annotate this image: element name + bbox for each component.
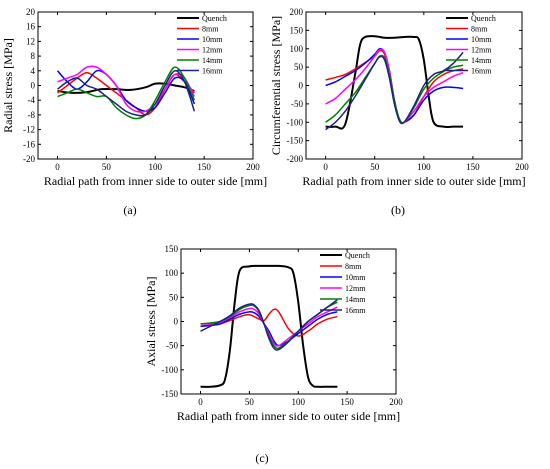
series-line-12mm [57, 65, 196, 113]
y-tick-label: 16 [26, 22, 36, 32]
x-tick-label: 150 [197, 162, 211, 172]
series-line-14mm [57, 66, 196, 120]
legend-label: 16mm [471, 67, 492, 76]
legend-label: 10mm [471, 35, 492, 44]
legend-label: 8mm [345, 262, 362, 271]
legend-label: 10mm [345, 273, 366, 282]
panel-label-b: (b) [391, 203, 405, 217]
series-line-8mm [200, 308, 338, 337]
chart-radial-stress: 0 50 100 150 200 -20 -16 -12 -8 -4 0 4 8 12 16 20 Radial… [1, 7, 267, 188]
x-tick-label: 200 [515, 162, 529, 172]
y-tick-label: 150 [165, 244, 179, 254]
legend-label: 16mm [202, 67, 223, 76]
legend-label: 14mm [345, 295, 366, 304]
x-tick-label: 0 [55, 162, 60, 172]
x-tick-label: 100 [292, 397, 306, 407]
x-tick-label: 100 [417, 162, 431, 172]
y-tick-label: 0 [174, 317, 179, 327]
y-tick-label: -150 [162, 389, 179, 399]
x-tick-label: 0 [323, 162, 328, 172]
x-tick-label: 0 [198, 397, 203, 407]
series-line-16mm [325, 51, 464, 131]
series-line-quench [325, 35, 464, 130]
y-tick-label: 50 [169, 292, 179, 302]
y-tick-label: 0 [31, 81, 36, 91]
legend-label: 16mm [345, 306, 366, 315]
series-line-quench [200, 264, 338, 388]
panel-label-c: (c) [255, 451, 268, 465]
x-tick-label: 150 [466, 162, 480, 172]
panel-label-a: (a) [123, 203, 136, 217]
y-tick-label: 150 [290, 25, 304, 35]
y-tick-label: 0 [299, 81, 304, 91]
y-tick-label: 8 [31, 51, 36, 61]
y-tick-label: -12 [23, 125, 35, 135]
x-tick-label: 50 [102, 162, 112, 172]
y-tick-label: -200 [287, 154, 304, 164]
x-axis-label: Radial path from inner side to outer sid… [44, 174, 267, 188]
legend-label: 8mm [202, 25, 219, 34]
x-tick-label: 100 [149, 162, 163, 172]
y-tick-label: 12 [26, 36, 35, 46]
y-tick-label: -150 [287, 136, 304, 146]
y-tick-label: 50 [294, 62, 304, 72]
legend-label: 12mm [345, 284, 366, 293]
series-line-16mm [200, 299, 338, 351]
y-tick-label: 100 [165, 268, 179, 278]
series-group [325, 35, 464, 131]
y-tick-label: 200 [290, 7, 304, 17]
x-axis-label: Radial path from inner side to outer sid… [302, 174, 525, 188]
series-group [56, 65, 196, 120]
y-axis-label: Circumferential stress [MPa] [269, 16, 283, 155]
x-tick-label: 150 [340, 397, 354, 407]
y-tick-label: -50 [291, 99, 303, 109]
legend-label: 14mm [202, 56, 223, 65]
legend-label: Quench [471, 14, 496, 23]
y-tick-label: -100 [162, 365, 179, 375]
x-axis-label: Radial path from inner side to outer sid… [177, 409, 400, 423]
y-tick-label: -100 [287, 117, 304, 127]
legend-label: Quench [202, 14, 227, 23]
x-tick-label: 200 [389, 397, 403, 407]
y-tick-label: -16 [23, 139, 35, 149]
legend-label: 12mm [471, 46, 492, 55]
legend-label: 8mm [471, 25, 488, 34]
y-tick-label: -4 [28, 95, 36, 105]
y-axis-label: Axial stress [MPa] [144, 277, 158, 367]
legend-label: 14mm [471, 56, 492, 65]
y-tick-label: 4 [31, 66, 36, 76]
legend-label: 12mm [202, 46, 223, 55]
chart-axial-stress: 0 50 100 150 200 -150 -100 -50 0 50 100 150 Radial p… [144, 244, 403, 423]
y-tick-label: 20 [26, 7, 36, 17]
x-tick-label: 200 [246, 162, 260, 172]
series-line-16mm [57, 70, 196, 117]
y-tick-label: 100 [290, 44, 304, 54]
y-tick-label: -50 [166, 341, 178, 351]
y-axis-label: Radial stress [MPa] [1, 38, 15, 133]
series-line-10mm [56, 69, 196, 112]
x-tick-label: 50 [245, 397, 255, 407]
series-group [200, 264, 338, 388]
y-tick-label: -8 [28, 110, 36, 120]
legend-label: Quench [345, 251, 370, 260]
legend-label: 10mm [202, 35, 223, 44]
y-tick-label: -20 [23, 154, 35, 164]
chart-circumferential-stress: 0 50 100 150 200 -200 -150 -100 -50 0 50 100 150 200 R… [269, 7, 529, 188]
x-tick-label: 50 [370, 162, 380, 172]
